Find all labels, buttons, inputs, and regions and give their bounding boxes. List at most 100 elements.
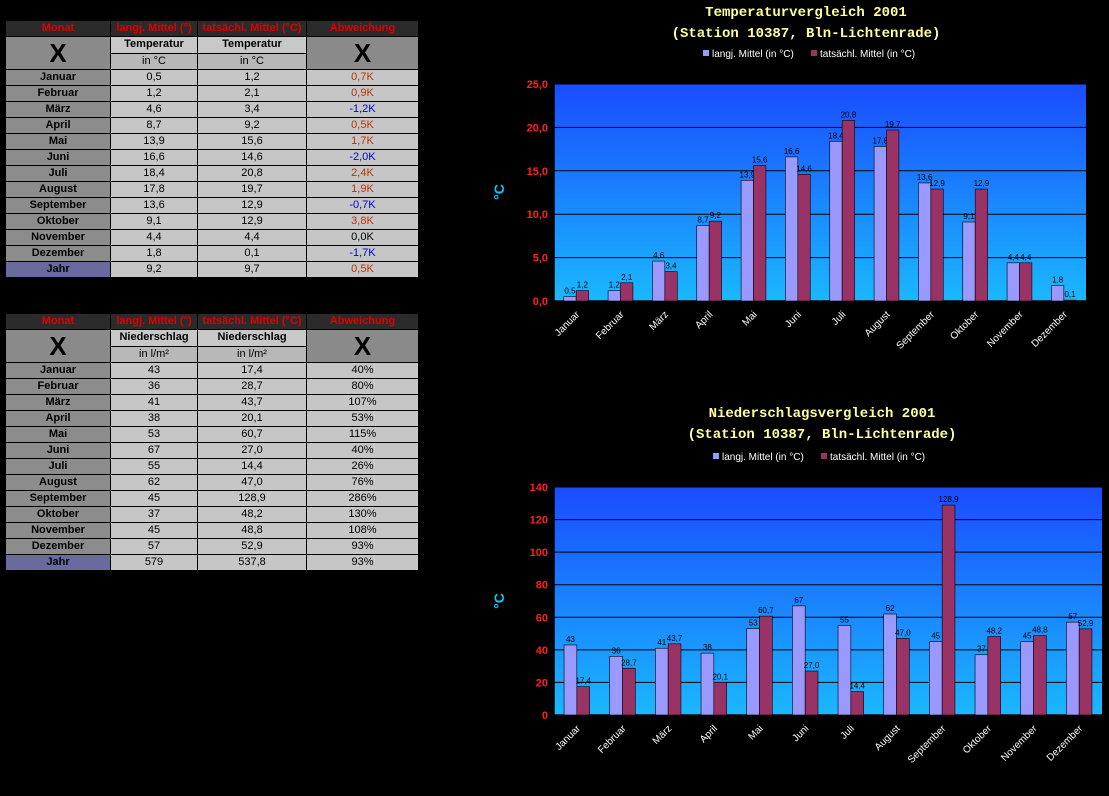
deviation-cell: 1,7K	[306, 133, 419, 150]
x-mark: X	[306, 329, 419, 363]
deviation-cell: 40%	[306, 442, 419, 459]
y-tick-label: 80	[536, 580, 548, 592]
actual-cell: 48,2	[197, 506, 307, 523]
longterm-cell: 1,8	[110, 245, 198, 262]
deviation-cell: 130%	[306, 506, 419, 523]
subhead-longterm: Niederschlag	[110, 329, 198, 347]
longterm-cell: 16,6	[110, 149, 198, 166]
temperature-table: Monat langj. Mittel (°) tatsächl. Mittel…	[5, 20, 419, 278]
longterm-cell: 17,8	[110, 181, 198, 198]
data-label: 60,7	[758, 606, 774, 615]
month-cell: Februar	[5, 85, 111, 102]
month-cell: August	[5, 181, 111, 198]
legend-label: tatsächl. Mittel (in °C)	[820, 49, 915, 60]
table-row: Oktober 37 48,2 130%	[5, 506, 419, 523]
data-label: 43	[566, 635, 575, 644]
x-tick-label: August	[873, 723, 903, 753]
deviation-cell: 0,0K	[306, 229, 419, 246]
data-label: 41	[657, 638, 666, 647]
table-row: November 45 48,8 108%	[5, 522, 419, 539]
month-cell: April	[5, 410, 111, 427]
actual-cell: 52,9	[197, 538, 307, 555]
x-tick-label: Juni	[791, 723, 812, 744]
x-tick-label: Juli	[839, 723, 857, 741]
bar	[873, 146, 887, 302]
data-label: 37	[977, 645, 986, 654]
bar	[797, 173, 811, 302]
temperature-chart: Temperaturvergleich 2001 (Station 10387,…	[491, 5, 1086, 352]
actual-cell: 19,7	[197, 181, 307, 198]
bar	[708, 220, 722, 302]
deviation-cell: -2,0K	[306, 149, 419, 166]
deviation-cell: 107%	[306, 394, 419, 411]
x-tick-label: Februar	[594, 309, 627, 342]
table-row: August 62 47,0 76%	[5, 474, 419, 491]
data-label: 9,2	[710, 211, 722, 220]
data-label: 27,0	[804, 661, 820, 670]
month-cell: August	[5, 474, 111, 491]
y-tick-label: 40	[536, 645, 548, 657]
month-cell: April	[5, 117, 111, 134]
actual-cell: 20,8	[197, 165, 307, 182]
month-cell: Jahr	[5, 261, 111, 278]
deviation-cell: 108%	[306, 522, 419, 539]
data-label: 20,8	[841, 110, 857, 119]
data-label: 45	[931, 632, 940, 641]
data-label: 67	[794, 596, 803, 605]
deviation-cell: 93%	[306, 538, 419, 555]
x-tick-label: Februar	[596, 723, 629, 756]
month-cell: Mai	[5, 426, 111, 443]
legend-label: langj. Mittel (in °C)	[722, 452, 804, 463]
y-tick-label: 100	[530, 547, 548, 559]
longterm-cell: 45	[110, 522, 198, 539]
bar	[1033, 635, 1047, 716]
y-tick-label: 10,0	[527, 209, 548, 221]
longterm-cell: 0,5	[110, 69, 198, 86]
x-tick-label: Mai	[740, 309, 759, 328]
bar	[575, 290, 589, 302]
data-label: 1,2	[609, 281, 621, 290]
bar	[740, 180, 754, 302]
longterm-cell: 579	[110, 554, 198, 571]
x-tick-label: Juni	[783, 309, 804, 330]
unit-longterm: in °C	[110, 52, 198, 70]
bar	[804, 670, 819, 716]
bar	[746, 628, 760, 716]
bar	[700, 652, 715, 716]
bar	[918, 182, 932, 302]
bar	[563, 644, 578, 716]
data-label: 9,1	[963, 212, 975, 221]
bar	[837, 625, 852, 716]
bar	[667, 643, 682, 716]
bar	[974, 188, 988, 302]
subhead-longterm: Temperatur	[110, 36, 198, 54]
actual-cell: 2,1	[197, 85, 307, 102]
longterm-cell: 13,6	[110, 197, 198, 214]
longterm-cell: 1,2	[110, 85, 198, 102]
longterm-cell: 41	[110, 394, 198, 411]
bar	[622, 667, 636, 716]
longterm-cell: 45	[110, 490, 198, 507]
data-label: 13,9	[740, 170, 756, 179]
data-label: 0,1	[1064, 290, 1076, 299]
data-label: 43,7	[667, 634, 683, 643]
plot-area	[554, 84, 1086, 301]
legend-swatch	[821, 453, 827, 459]
total-row: Jahr 9,2 9,7 0,5K	[5, 261, 419, 278]
data-label: 52,9	[1078, 619, 1094, 628]
bar	[696, 225, 710, 302]
longterm-cell: 9,1	[110, 213, 198, 230]
bar	[792, 605, 806, 716]
y-axis-label: °C	[491, 184, 507, 200]
chart-subtitle: (Station 10387, Bln-Lichtenrade)	[688, 427, 957, 443]
bar	[1063, 299, 1077, 302]
actual-cell: 47,0	[197, 474, 307, 491]
longterm-cell: 67	[110, 442, 198, 459]
deviation-cell: 93%	[306, 554, 419, 571]
y-axis-label: °C	[491, 593, 507, 609]
actual-cell: 20,1	[197, 410, 307, 427]
month-cell: Januar	[5, 362, 111, 379]
table-row: Juni 67 27,0 40%	[5, 442, 419, 459]
x-tick-label: Juli	[830, 309, 848, 327]
month-cell: Jahr	[5, 554, 111, 571]
